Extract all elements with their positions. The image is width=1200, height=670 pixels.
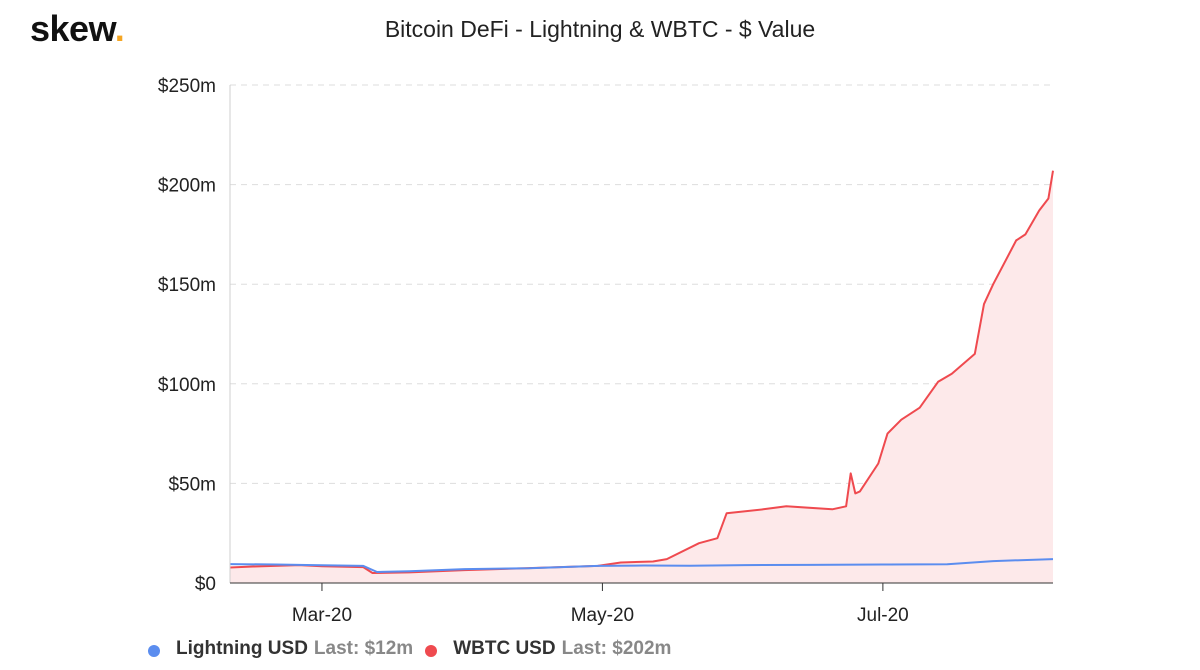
series-line-1[interactable]: [229, 170, 1054, 574]
x-tick-label-0: Mar-20: [292, 605, 352, 626]
y-tick-label-4: $200m: [158, 176, 216, 197]
logo-text: skew: [30, 8, 115, 49]
legend-last-lightning: Last: $12m: [313, 638, 414, 659]
y-tick-label-5: $250m: [158, 76, 216, 97]
axes: [229, 85, 1053, 591]
legend-name-lightning: Lightning USD: [176, 638, 308, 659]
line-layer: [229, 170, 1054, 574]
legend-item-lightning[interactable]: Lightning USD Last: $12m: [148, 638, 419, 660]
grid-lines: [230, 84, 1053, 484]
x-tick-label-2: Jul-20: [857, 605, 909, 626]
y-tick-label-3: $150m: [158, 275, 216, 296]
legend-item-wbtc[interactable]: WBTC USD Last: $202m: [425, 638, 677, 660]
legend-dot-lightning: [148, 644, 160, 657]
chart-title: Bitcoin DeFi - Lightning & WBTC - $ Valu…: [384, 16, 816, 42]
legend-last-wbtc: Last: $202m: [561, 638, 672, 659]
legend-name-wbtc: WBTC USD: [453, 638, 556, 659]
y-tick-label-2: $100m: [158, 375, 216, 396]
logo-dot: .: [114, 8, 125, 49]
legend-dot-wbtc: [425, 644, 438, 657]
tick-labels: $0 $50m $100m $150m $200m $250m Mar-20 May-20 Ju…: [158, 76, 909, 626]
series-line-0[interactable]: [229, 558, 1054, 573]
legend[interactable]: Lightning USD Last: $12m WBTC USD Last: …: [148, 638, 683, 660]
y-tick-label-1: $50m: [168, 474, 216, 495]
series-area-1: [230, 170, 1053, 583]
x-tick-label-1: May-20: [571, 605, 634, 626]
skew-logo: skew.: [30, 8, 125, 50]
y-tick-label-0: $0: [195, 574, 216, 595]
area-layer: [230, 170, 1053, 583]
